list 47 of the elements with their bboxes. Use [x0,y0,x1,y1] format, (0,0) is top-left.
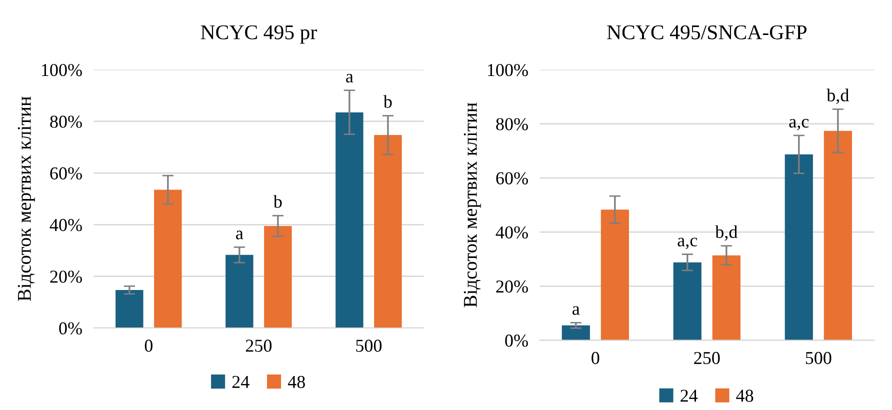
data-label: a [236,230,244,240]
y-tick-label: 100% [42,64,82,76]
legend-label: 48 [288,376,305,388]
legend-label: 24 [680,390,698,402]
data-label: a,c [678,238,698,250]
y-tick-label: 20% [496,280,528,293]
y-axis-title: Відсоток мертвих клітин [464,102,481,308]
chart-title: NCYC 495 pr [200,25,317,44]
bar [712,255,740,340]
data-label: b,d [826,88,849,104]
y-tick-label: 20% [50,270,82,283]
bar [562,325,590,340]
y-tick-label: 80% [50,116,82,128]
y-tick-label: 40% [50,218,82,232]
x-tick-label: 500 [356,340,382,352]
data-label: b,d [715,225,738,241]
x-tick-label: 0 [592,352,600,364]
y-tick-label: 60% [50,167,82,180]
y-tick-label: 80% [496,118,528,130]
data-label: a,c [789,118,809,130]
y-tick-label: 0% [505,334,528,347]
bar [264,226,292,328]
x-tick-label: 250 [246,340,272,352]
y-axis-title: Відсоток мертвих клітин [18,96,35,302]
y-tick-label: 100% [488,64,528,76]
data-label: a [572,306,580,315]
data-label: b [273,195,282,208]
bar [784,154,813,340]
bar [226,254,254,328]
bar [824,130,852,340]
bar [336,112,364,328]
y-tick-label: 60% [496,172,528,184]
bar [374,135,402,328]
legend-label: 48 [736,390,754,402]
x-tick-label: 250 [694,352,720,364]
bar [154,190,182,328]
x-tick-label: 0 [144,340,152,352]
bar [116,290,144,328]
chart-title: NCYC 495/SNCA-GFP [607,25,807,40]
x-tick-label: 500 [806,352,832,364]
y-tick-label: 40% [496,226,528,239]
data-label: a [346,74,354,83]
data-label: b [383,95,392,108]
y-tick-label: 0% [59,322,82,334]
legend-label: 24 [232,376,250,388]
bar [600,210,629,340]
bar [673,262,702,340]
